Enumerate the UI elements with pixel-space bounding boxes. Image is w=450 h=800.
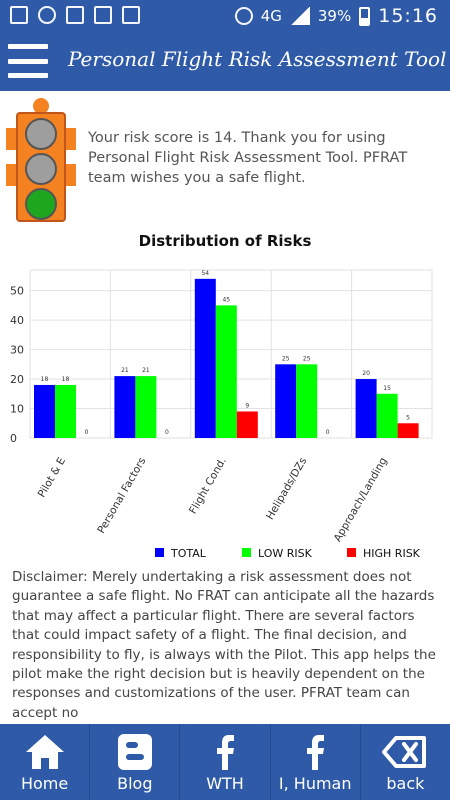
- bar: [34, 384, 55, 438]
- x-tick-label: Flight Cond.: [187, 456, 229, 517]
- messenger-icon: [38, 6, 56, 24]
- data-label: 21: [142, 367, 150, 374]
- legend-swatch: [347, 548, 356, 557]
- home-icon: [25, 735, 64, 769]
- nav-home[interactable]: Home: [0, 724, 91, 800]
- y-tick-label: 40: [10, 314, 24, 327]
- data-label: 25: [303, 355, 311, 362]
- yellow-lamp: [25, 153, 57, 185]
- risk-score-message: Your risk score is 14. Thank you for usi…: [88, 130, 408, 186]
- alarm-icon: [234, 7, 253, 25]
- data-label: 0: [165, 429, 169, 436]
- nav-blog-label: Blog: [117, 774, 153, 793]
- legend-label: TOTAL: [170, 547, 207, 560]
- x-tick-label: Pilot & E: [36, 456, 68, 500]
- battery-icon: [359, 6, 371, 26]
- blogger-icon: [117, 734, 152, 770]
- facebook-icon: [217, 735, 234, 770]
- mail-icon: [94, 6, 112, 24]
- chart-title: Distribution of Risks: [138, 232, 312, 250]
- traffic-light-wing-right: [66, 164, 76, 186]
- hamburger-menu-icon[interactable]: [8, 44, 48, 78]
- green-lamp: [25, 188, 57, 220]
- nav-back-label: back: [386, 774, 425, 793]
- data-label: 0: [326, 429, 330, 436]
- bar: [55, 384, 76, 438]
- x-tick-label: Helipads/DZs: [264, 456, 309, 522]
- battery-percent: 39%: [317, 7, 352, 25]
- data-label: 20: [362, 370, 370, 377]
- app-title: Personal Flight Risk Assessment Tool: [68, 47, 447, 71]
- legend-label: LOW RISK: [258, 547, 313, 560]
- legend-swatch: [242, 548, 251, 557]
- bar: [135, 376, 157, 438]
- system-icons: 4G 39% 15:16: [234, 5, 438, 27]
- bottom-nav: Home Blog WTH I, Human back: [0, 724, 450, 800]
- data-label: 21: [121, 367, 129, 374]
- legend-label: HIGH RISK: [363, 547, 421, 560]
- email-icon: [66, 6, 84, 24]
- traffic-light-wing-left: [6, 128, 16, 150]
- bar: [397, 423, 419, 438]
- bar: [275, 364, 297, 438]
- clock: 15:16: [378, 5, 438, 27]
- nav-i-human-label: I, Human: [278, 774, 352, 793]
- traffic-light-cap: [33, 98, 49, 114]
- bar: [355, 379, 377, 438]
- data-label: 25: [282, 355, 290, 362]
- app-bar: Personal Flight Risk Assessment Tool: [0, 32, 450, 91]
- traffic-light-wing-left: [6, 164, 16, 186]
- bar: [236, 411, 258, 438]
- bar: [376, 393, 398, 438]
- y-tick-label: 20: [10, 373, 24, 386]
- nav-home-label: Home: [20, 774, 69, 793]
- network-type: 4G: [260, 7, 282, 25]
- traffic-light-wing-right: [66, 128, 76, 150]
- nav-back[interactable]: back: [361, 724, 450, 800]
- data-label: 15: [383, 385, 391, 392]
- notification-icons: [10, 6, 140, 24]
- bar: [194, 278, 216, 438]
- legend-swatch: [155, 548, 164, 557]
- y-tick-label: 50: [10, 285, 24, 298]
- signal-icon: [289, 7, 310, 25]
- gallery-icon: [10, 6, 28, 24]
- gmail-icon: [122, 6, 140, 24]
- y-tick-label: 10: [10, 403, 24, 416]
- y-tick-label: 30: [10, 344, 24, 357]
- data-label: 18: [41, 376, 49, 383]
- traffic-light-icon: [6, 98, 76, 223]
- nav-wth[interactable]: WTH: [180, 724, 271, 800]
- x-tick-label: Personal Factors: [95, 456, 148, 536]
- x-tick-label: Approach/Landing: [332, 456, 390, 545]
- data-label: 9: [245, 402, 249, 409]
- status-bar: 4G 39% 15:16: [0, 0, 450, 32]
- y-tick-label: 0: [10, 432, 17, 445]
- bar: [215, 305, 237, 438]
- bar: [296, 364, 318, 438]
- nav-blog[interactable]: Blog: [90, 724, 181, 800]
- facebook-icon: [307, 735, 325, 770]
- traffic-light-body: [16, 112, 66, 222]
- bar: [114, 376, 136, 438]
- data-label: 5: [406, 414, 410, 421]
- data-label: 18: [62, 376, 70, 383]
- nav-wth-label: WTH: [206, 774, 244, 793]
- red-lamp: [25, 118, 57, 150]
- disclaimer-text: Disclaimer: Merely undertaking a risk as…: [12, 569, 436, 721]
- data-label: 54: [201, 270, 209, 277]
- backspace-icon: [382, 736, 427, 768]
- nav-i-human[interactable]: I, Human: [271, 724, 361, 800]
- data-label: 45: [222, 296, 230, 303]
- data-label: 0: [85, 429, 89, 436]
